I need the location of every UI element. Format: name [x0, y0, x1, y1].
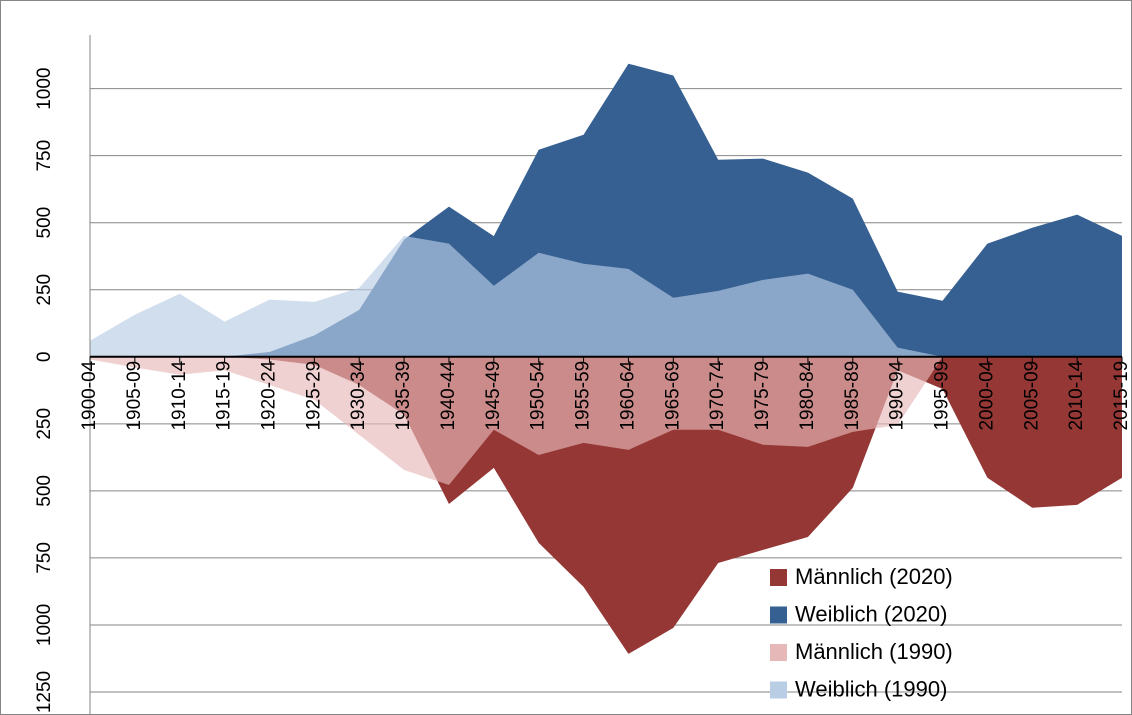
y-tick-label: 250	[34, 274, 55, 306]
legend-label: Männlich (2020)	[795, 564, 953, 589]
x-tick-label: 1970-74	[707, 360, 728, 430]
legend-label: Weiblich (1990)	[795, 676, 947, 701]
x-tick-label: 1925-29	[303, 361, 324, 431]
legend-swatch	[770, 681, 787, 699]
legend-swatch	[770, 606, 787, 624]
x-tick-label: 1980-84	[797, 360, 818, 430]
x-tick-label: 1965-69	[662, 361, 683, 431]
x-tick-label: 1945-49	[483, 361, 504, 431]
areas	[90, 63, 1122, 654]
axes: 1250 1000 750 500 250 0 250 500 750 1000 1900-04 19…	[34, 35, 1132, 715]
x-tick-label: 1940-44	[438, 360, 459, 430]
legend-swatch	[770, 644, 787, 661]
legend-swatch	[770, 569, 787, 586]
x-tick-label: 1990-94	[887, 360, 908, 430]
y-tick-label: 1000	[34, 604, 55, 646]
y-tick-label: 500	[34, 475, 55, 507]
x-tick-label: 2005-09	[1021, 361, 1042, 431]
x-tick-label: 1985-89	[842, 361, 863, 431]
x-tick-label: 2010-14	[1066, 360, 1087, 430]
y-tick-label: 750	[34, 140, 55, 172]
legend-label: Männlich (1990)	[795, 639, 953, 664]
x-tick-label: 1915-19	[214, 361, 235, 431]
x-tick-label: 1900-04	[79, 360, 100, 430]
x-tick-label: 2000-04	[976, 360, 997, 430]
y-tick-label: 250	[34, 408, 55, 440]
x-tick-label: 1955-59	[573, 361, 594, 431]
area	[90, 63, 1122, 357]
x-tick-label: 1975-79	[752, 361, 773, 431]
x-tick-label: 1905-09	[124, 361, 145, 431]
area	[90, 356, 1122, 485]
x-tick-label: 2015-19	[1111, 361, 1132, 431]
legend-label: Weiblich (2020)	[795, 601, 947, 626]
x-tick-label: 1910-14	[169, 360, 190, 430]
x-tick-label: 1920-24	[258, 360, 279, 430]
legend: Männlich (2020) Weiblich (2020) Männlich (…	[770, 564, 953, 701]
y-tick-label: 500	[34, 207, 55, 239]
y-tick-label: 750	[34, 542, 55, 574]
y-tick-label: 0	[34, 352, 55, 363]
area	[90, 356, 1122, 654]
x-tick-label: 1960-64	[617, 360, 638, 430]
area	[90, 235, 1122, 357]
x-tick-label: 1950-54	[528, 360, 549, 430]
y-tick-label: 1000	[34, 67, 55, 109]
x-tick-label: 1930-34	[348, 360, 369, 430]
y-tick-label: 1250	[34, 671, 55, 713]
x-tick-label: 1935-39	[393, 361, 414, 431]
x-tick-label: 1995-99	[932, 361, 953, 431]
